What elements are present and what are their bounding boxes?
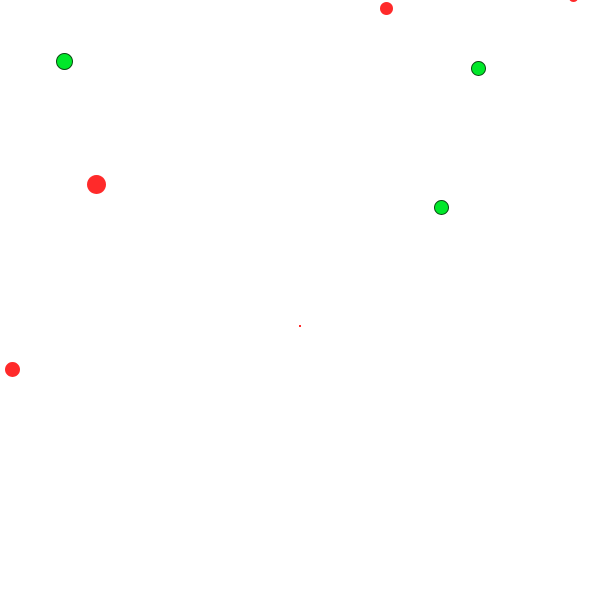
red-dot (569, 0, 578, 2)
red-dot (87, 175, 106, 194)
green-dot (56, 53, 73, 70)
red-dot (5, 362, 20, 377)
green-dot (434, 200, 449, 215)
red-dot (299, 325, 301, 327)
red-dot (380, 2, 393, 15)
green-dot (471, 61, 486, 76)
